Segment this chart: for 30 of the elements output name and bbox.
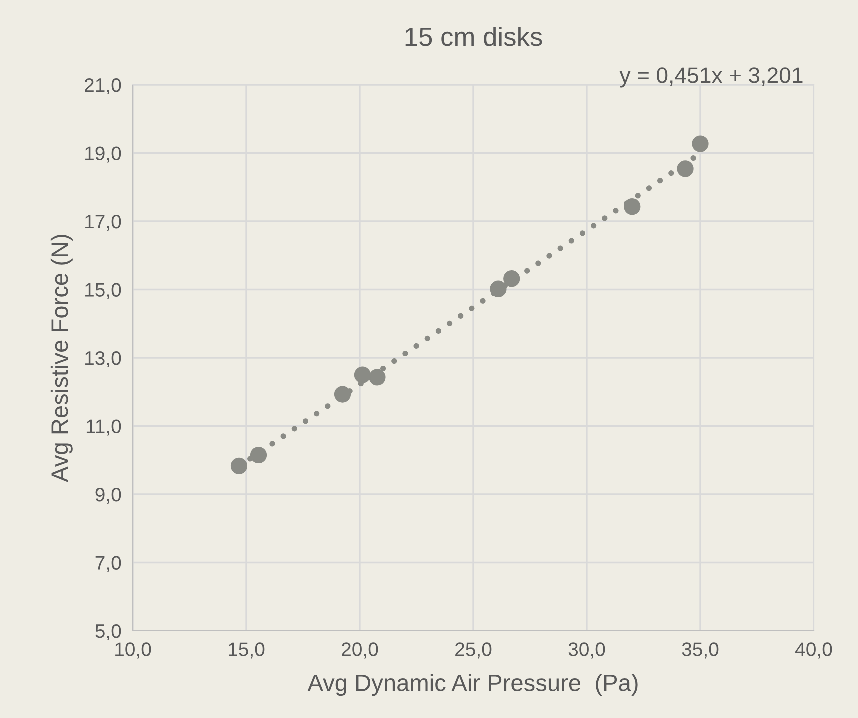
point	[624, 198, 641, 216]
y-tick-label: 15,0	[86, 283, 122, 300]
x-tick-label: 25,0	[456, 642, 492, 659]
x-tick-label: 30,0	[568, 642, 606, 659]
y-tick-label: 19,0	[86, 146, 122, 163]
y-tick-label: 17,0	[86, 214, 122, 232]
chart-title: 15 cm disks	[406, 26, 542, 46]
y-tick-label: 9,0	[96, 488, 122, 504]
y-tick-label: 11,0	[86, 420, 122, 436]
y-tick-label: 13,0	[86, 351, 122, 368]
annotation: y = 0,451x + 3,201	[620, 68, 803, 88]
y-tick-label: 7,0	[96, 556, 122, 572]
point	[250, 446, 268, 464]
point	[692, 136, 709, 152]
x-tick-label: 40,0	[796, 642, 832, 659]
point	[369, 369, 386, 386]
x-tick-label: 15,0	[229, 642, 265, 659]
point	[334, 386, 352, 403]
point	[230, 458, 248, 474]
y-tick-label: 5,0	[96, 624, 122, 641]
x-axis-title: Avg Dynamic Air Pressure (Pa)	[308, 674, 638, 696]
x-tick-label: 20,0	[342, 642, 378, 659]
y-tick-label: 21,0	[85, 78, 122, 95]
point	[490, 280, 507, 298]
x-tick-label: 35,0	[682, 642, 719, 659]
point	[354, 366, 372, 384]
point	[504, 270, 520, 288]
x-tick-label: 10,0	[116, 642, 152, 659]
point	[677, 160, 694, 178]
y-axis-title: Avg Resistive Force (N)	[50, 235, 73, 482]
